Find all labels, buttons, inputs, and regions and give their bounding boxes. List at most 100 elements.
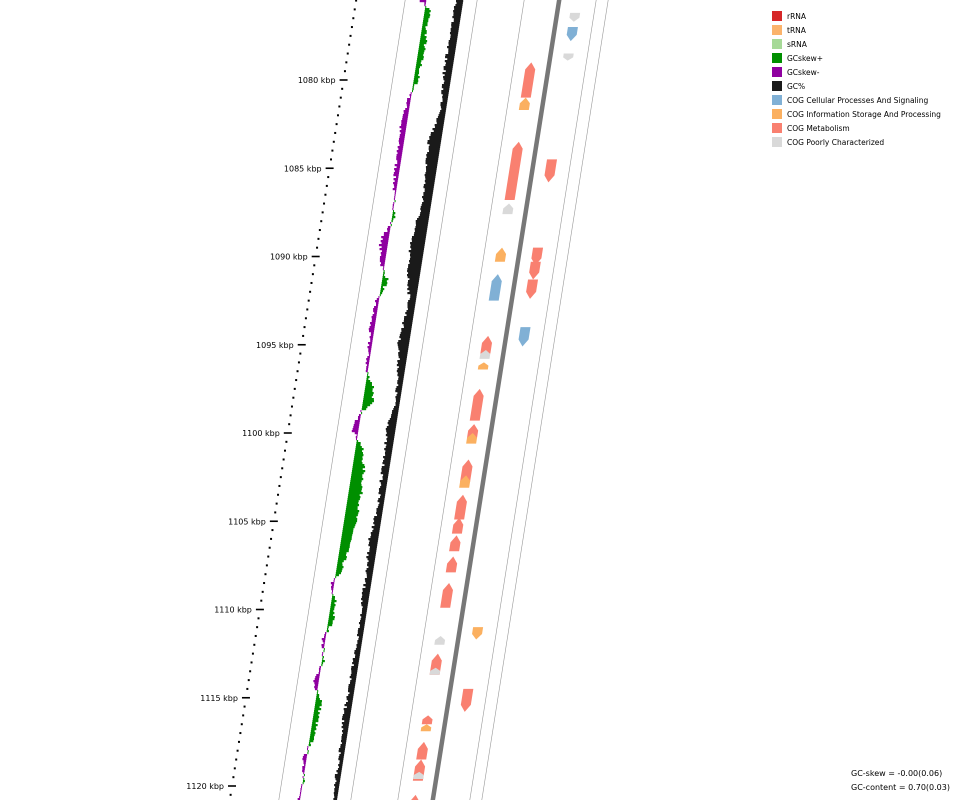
gc-content-bar <box>356 646 362 649</box>
gc-skew-pos-bar <box>340 544 350 547</box>
gc-content-bar <box>456 2 463 5</box>
gc-content-bar <box>387 436 395 439</box>
gc-content-bar <box>378 492 386 495</box>
gc-content-bar <box>361 596 370 599</box>
gc-content-bar <box>434 126 444 129</box>
gc-skew-neg-bar <box>381 236 389 239</box>
gc-skew-pos-bar <box>354 452 363 455</box>
gc-skew-pos-bar <box>381 286 383 289</box>
gc-skew-neg-bar <box>396 156 402 159</box>
minor-tick <box>304 317 307 320</box>
gc-content-bar <box>383 474 389 477</box>
gc-content-bar <box>449 32 459 35</box>
reverse-gene-arrow <box>479 350 491 359</box>
gc-content-bar <box>377 500 385 503</box>
gc-skew-pos-bar <box>381 284 387 287</box>
gc-content-bar <box>430 132 443 135</box>
minor-tick <box>239 732 242 735</box>
gc-content-bar <box>423 186 434 189</box>
gc-skew-pos-bar <box>424 12 430 15</box>
minor-tick <box>352 17 355 20</box>
gc-content-bar <box>338 766 343 769</box>
gc-skew-neg-bar <box>392 208 394 211</box>
gc-content-bar <box>388 424 397 427</box>
gc-skew-pos-bar <box>362 404 371 407</box>
gc-skew-stat: GC-skew = -0.00(0.06) <box>851 769 943 778</box>
gc-content-bar <box>445 54 455 57</box>
gc-skew-pos-bar <box>347 496 361 499</box>
gc-skew-neg-bar <box>352 428 359 431</box>
gc-content-bar <box>427 142 441 145</box>
legend-swatch <box>772 123 782 133</box>
gc-skew-pos-bar <box>417 52 424 55</box>
gc-skew-pos-bar <box>346 502 359 505</box>
gc-content-bar <box>398 384 403 387</box>
gc-skew-neg-bar <box>370 324 376 327</box>
minor-tick <box>229 793 232 796</box>
gc-skew-neg-bar <box>302 768 305 771</box>
gc-skew-pos-bar <box>322 658 324 661</box>
gc-skew-pos-bar <box>308 744 311 747</box>
gc-content-bar <box>426 156 439 159</box>
gc-skew-neg-bar <box>297 798 301 800</box>
legend-label: COG Metabolism <box>787 123 850 133</box>
legend-item: COG Poorly Characterized <box>772 135 941 149</box>
gc-content-bar <box>399 350 408 353</box>
gc-content-bar <box>382 462 391 465</box>
gc-skew-pos-bar <box>422 26 426 29</box>
gc-content-bar <box>401 330 412 333</box>
gc-skew-neg-bar <box>380 262 385 265</box>
gc-skew-neg-bar <box>323 642 325 645</box>
gc-content-bar <box>338 756 344 759</box>
gc-skew-neg-bar <box>315 676 320 679</box>
gc-skew-pos-bar <box>329 614 334 617</box>
gc-content-bar <box>443 88 450 91</box>
gc-skew-neg-bar <box>410 96 412 99</box>
gc-content-bar <box>397 372 405 375</box>
gc-content-bar <box>366 556 376 559</box>
minor-tick <box>353 8 356 11</box>
gc-content-bar <box>345 702 353 705</box>
gc-content-bar <box>418 216 430 219</box>
gc-skew-neg-bar <box>394 170 400 173</box>
forward-gene-arrow <box>526 279 539 299</box>
gc-skew-neg-bar <box>370 338 373 341</box>
gc-content-bar <box>365 586 371 589</box>
gc-content-bar <box>426 154 439 157</box>
gc-content-bar <box>397 368 406 371</box>
gc-content-bar <box>443 82 451 85</box>
gc-content-bar <box>382 478 388 481</box>
gc-content-bar <box>334 788 339 791</box>
gc-content-bar <box>366 576 373 579</box>
gc-content-bar <box>348 684 356 687</box>
minor-tick <box>320 220 323 223</box>
gc-content-bar <box>404 318 413 321</box>
gc-skew-pos-bar <box>416 64 422 67</box>
minor-tick <box>253 643 256 646</box>
legend-label: COG Information Storage And Processing <box>787 109 941 119</box>
gc-skew-neg-bar <box>299 794 301 797</box>
gc-content-bar <box>407 280 419 283</box>
minor-tick <box>285 440 288 443</box>
gc-content-bar <box>403 320 413 323</box>
legend-swatch <box>772 137 782 147</box>
gc-skew-pos-bar <box>326 628 329 631</box>
gc-skew-neg-bar <box>314 682 319 685</box>
gc-content-bar <box>443 78 451 81</box>
gc-content-bar <box>367 562 375 565</box>
minor-tick <box>270 537 273 540</box>
minor-tick <box>331 149 334 152</box>
gc-content-bar <box>397 344 409 347</box>
gc-content-bar <box>368 542 378 545</box>
gc-content-bar <box>335 782 340 785</box>
gc-skew-pos-bar <box>331 600 337 603</box>
gc-content-bar <box>341 722 350 725</box>
gc-skew-neg-bar <box>355 436 358 439</box>
gc-skew-neg-bar <box>375 300 379 303</box>
gc-content-bar <box>334 776 341 779</box>
gc-skew-pos-bar <box>347 498 360 501</box>
gc-content-bar <box>426 170 437 173</box>
gc-content-bar <box>348 686 355 689</box>
minor-tick <box>349 34 352 37</box>
gc-content-bar <box>355 654 360 657</box>
